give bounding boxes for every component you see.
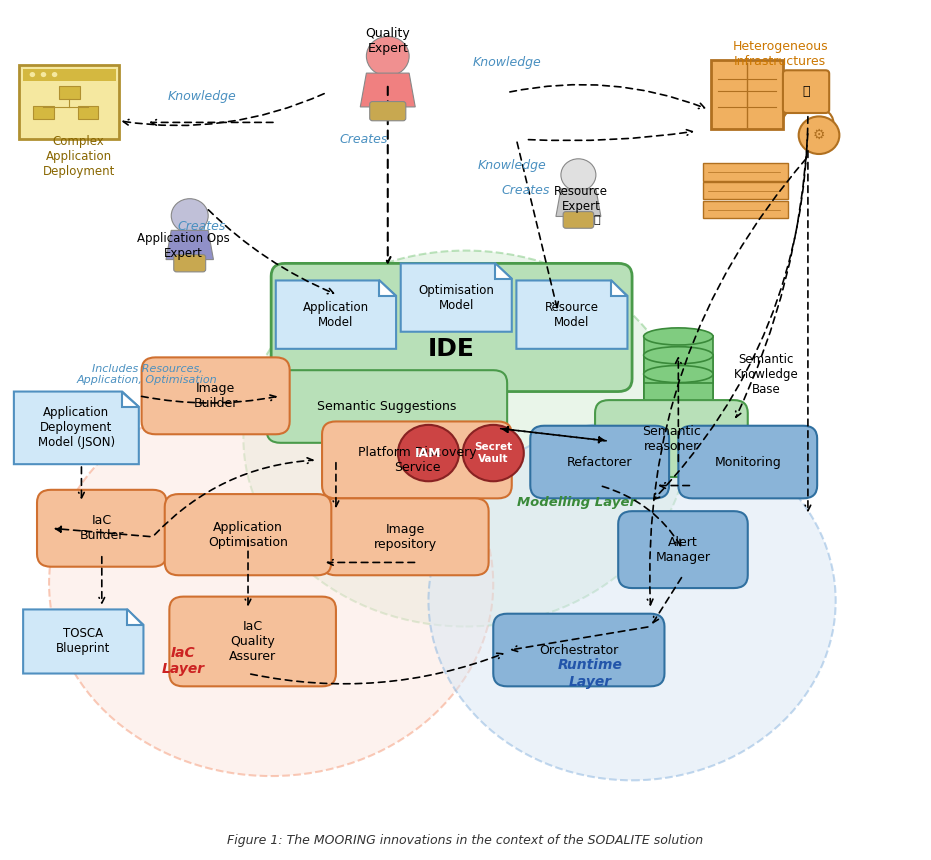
FancyBboxPatch shape: [703, 163, 789, 181]
Circle shape: [398, 425, 459, 482]
Text: Image
repository: Image repository: [373, 523, 437, 550]
FancyBboxPatch shape: [322, 421, 512, 498]
Text: Includes Resources,
Application, Optimisation: Includes Resources, Application, Optimis…: [77, 364, 218, 385]
Text: Runtime
Layer: Runtime Layer: [558, 659, 623, 689]
Polygon shape: [556, 189, 600, 217]
Text: Knowledge: Knowledge: [168, 90, 236, 103]
Text: Creates: Creates: [340, 133, 388, 146]
FancyBboxPatch shape: [20, 65, 119, 138]
Polygon shape: [360, 73, 415, 107]
Polygon shape: [400, 263, 512, 332]
FancyBboxPatch shape: [618, 511, 748, 588]
Text: Application Ops
Expert: Application Ops Expert: [137, 232, 230, 261]
Polygon shape: [611, 280, 627, 296]
Ellipse shape: [643, 366, 713, 383]
Text: IaC
Layer: IaC Layer: [162, 646, 205, 676]
Polygon shape: [14, 391, 139, 464]
Polygon shape: [380, 280, 396, 296]
FancyBboxPatch shape: [142, 358, 290, 434]
FancyBboxPatch shape: [78, 106, 98, 120]
FancyBboxPatch shape: [169, 597, 336, 686]
FancyBboxPatch shape: [23, 69, 115, 82]
Circle shape: [463, 425, 524, 482]
Text: Creates: Creates: [502, 184, 550, 197]
Text: Application
Optimisation: Application Optimisation: [209, 520, 288, 549]
Text: IaC
Builder: IaC Builder: [80, 514, 124, 543]
Text: Resource
Expert: Resource Expert: [554, 185, 608, 213]
Text: Semantic
reasoner: Semantic reasoner: [642, 425, 701, 452]
FancyBboxPatch shape: [165, 494, 331, 575]
Text: Complex
Application
Deployment: Complex Application Deployment: [43, 135, 115, 178]
Circle shape: [41, 72, 47, 77]
FancyBboxPatch shape: [322, 498, 489, 575]
Polygon shape: [127, 610, 143, 625]
Circle shape: [52, 72, 58, 77]
Text: Creates: Creates: [178, 220, 226, 233]
Text: Resource
Model: Resource Model: [545, 301, 599, 329]
Circle shape: [560, 159, 596, 191]
Text: Orchestrator: Orchestrator: [539, 643, 618, 656]
FancyBboxPatch shape: [643, 374, 713, 421]
Ellipse shape: [643, 413, 713, 430]
Text: Semantic
Knowledge
Base: Semantic Knowledge Base: [734, 353, 799, 396]
Text: Image
Builder: Image Builder: [194, 382, 237, 410]
FancyBboxPatch shape: [643, 336, 713, 384]
Text: TOSCA
Blueprint: TOSCA Blueprint: [56, 628, 111, 655]
Text: Secret
Vault: Secret Vault: [474, 442, 512, 464]
Polygon shape: [122, 391, 139, 407]
Text: Knowledge: Knowledge: [473, 56, 542, 69]
Text: Knowledge: Knowledge: [478, 158, 546, 172]
Text: Platform Discovery
Service: Platform Discovery Service: [358, 445, 477, 474]
Polygon shape: [166, 230, 213, 260]
Polygon shape: [276, 280, 396, 349]
Ellipse shape: [243, 250, 688, 627]
FancyBboxPatch shape: [174, 255, 206, 272]
Text: Quality
Expert: Quality Expert: [365, 28, 411, 55]
Text: ⚙: ⚙: [813, 128, 825, 142]
Text: Application
Deployment
Model (JSON): Application Deployment Model (JSON): [38, 407, 115, 450]
FancyBboxPatch shape: [703, 182, 789, 200]
Text: Application
Model: Application Model: [303, 301, 369, 329]
Polygon shape: [495, 263, 512, 279]
FancyBboxPatch shape: [370, 101, 406, 120]
FancyBboxPatch shape: [643, 355, 713, 402]
Text: Refactorer: Refactorer: [567, 456, 632, 469]
Text: 🌐: 🌐: [803, 85, 810, 98]
Ellipse shape: [643, 328, 713, 345]
FancyBboxPatch shape: [266, 370, 507, 443]
FancyBboxPatch shape: [783, 71, 830, 113]
FancyBboxPatch shape: [703, 201, 789, 218]
Ellipse shape: [428, 421, 836, 780]
Text: IaC
Quality
Assurer: IaC Quality Assurer: [229, 620, 277, 663]
Text: Modelling Layer: Modelling Layer: [517, 496, 636, 509]
Text: Optimisation
Model: Optimisation Model: [418, 284, 494, 311]
FancyBboxPatch shape: [493, 614, 665, 686]
Text: Monitoring: Monitoring: [714, 456, 781, 469]
Text: Alert
Manager: Alert Manager: [655, 536, 710, 563]
FancyBboxPatch shape: [595, 400, 748, 477]
Polygon shape: [517, 280, 627, 349]
Circle shape: [799, 116, 840, 154]
FancyBboxPatch shape: [563, 212, 594, 228]
Text: Figure 1: The MOORING innovations in the context of the SODALITE solution: Figure 1: The MOORING innovations in the…: [227, 834, 704, 847]
Ellipse shape: [643, 347, 713, 364]
FancyBboxPatch shape: [60, 86, 79, 100]
Circle shape: [367, 36, 409, 76]
Text: Heterogeneous
Infrastructures: Heterogeneous Infrastructures: [733, 40, 828, 68]
FancyBboxPatch shape: [710, 60, 783, 129]
FancyBboxPatch shape: [37, 490, 167, 567]
Polygon shape: [23, 610, 143, 673]
Ellipse shape: [49, 391, 493, 776]
Text: Semantic Suggestions: Semantic Suggestions: [317, 400, 456, 413]
FancyBboxPatch shape: [679, 426, 817, 498]
Circle shape: [171, 199, 209, 233]
FancyBboxPatch shape: [531, 426, 669, 498]
Circle shape: [30, 72, 35, 77]
Text: IAM: IAM: [415, 446, 441, 459]
Text: 🔧: 🔧: [594, 215, 600, 224]
Text: IDE: IDE: [428, 337, 475, 361]
FancyBboxPatch shape: [271, 263, 632, 391]
FancyBboxPatch shape: [34, 106, 54, 120]
